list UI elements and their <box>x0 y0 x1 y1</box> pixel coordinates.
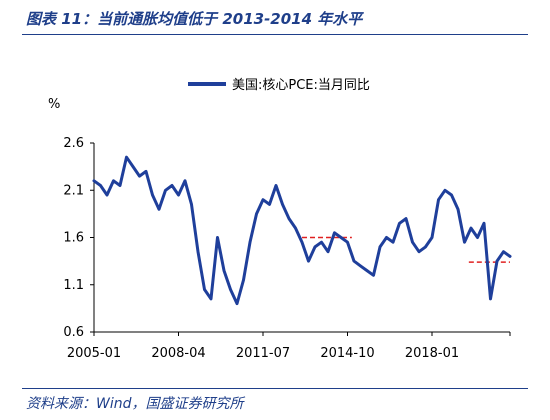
data-point <box>411 241 414 244</box>
data-point <box>242 278 245 282</box>
data-point <box>190 203 193 206</box>
data-point <box>229 288 232 291</box>
data-point <box>339 236 343 239</box>
data-point <box>138 174 141 178</box>
data-point <box>456 208 460 211</box>
data-point <box>398 222 401 225</box>
y-tick-label: 1.1 <box>63 278 84 293</box>
x-tick-label: 2011-07 <box>236 346 290 361</box>
x-tick-label: 2008-04 <box>151 346 205 361</box>
data-point <box>125 156 128 159</box>
data-point <box>352 259 356 263</box>
data-point <box>196 250 200 253</box>
data-point <box>489 297 492 301</box>
data-point <box>183 179 187 182</box>
data-point <box>443 189 447 192</box>
source-note: 资料来源：Wind，国盛证券研究所 <box>26 396 244 412</box>
tick-labels: 2.6 2.1 1.6 1.1 0.6 2005-01 2008-04 2011-07 2014… <box>63 136 459 361</box>
data-point <box>144 170 148 173</box>
data-point <box>372 274 375 277</box>
data-point <box>209 297 213 301</box>
data-point <box>333 231 336 234</box>
data-point <box>248 241 252 244</box>
data-point <box>430 236 434 239</box>
data-point <box>287 217 291 220</box>
data-point <box>261 198 265 201</box>
data-point <box>216 236 219 239</box>
data-point <box>157 208 161 211</box>
y-tick-label: 1.6 <box>63 231 84 246</box>
data-point <box>463 241 466 244</box>
data-point <box>151 193 154 197</box>
data-point <box>281 203 284 206</box>
data-point <box>482 222 486 225</box>
data-point <box>112 179 115 182</box>
data-point <box>118 184 122 187</box>
data-point <box>99 184 102 187</box>
data-point <box>365 269 369 272</box>
y-tick-label: 2.1 <box>63 183 84 198</box>
data-point <box>268 203 271 206</box>
data-point <box>404 217 408 220</box>
legend-label: 美国:核心PCE:当月同比 <box>232 78 370 93</box>
data-point <box>437 198 440 201</box>
x-tick-label: 2014-10 <box>320 346 374 361</box>
data-point <box>255 212 258 216</box>
y-tick-label: 2.6 <box>63 136 84 151</box>
data-point <box>105 193 109 197</box>
data-point <box>359 264 362 268</box>
data-point <box>502 250 505 253</box>
series-layer <box>92 155 512 306</box>
data-point <box>450 193 453 197</box>
data-point <box>424 245 427 249</box>
y-axis-unit-label: % <box>48 97 60 112</box>
data-point <box>417 250 421 253</box>
data-point <box>307 259 310 263</box>
data-point <box>177 193 180 197</box>
data-point <box>476 236 479 239</box>
data-point <box>320 241 323 244</box>
data-point <box>294 226 297 230</box>
data-point <box>170 184 174 187</box>
series-line <box>92 155 512 306</box>
data-point <box>495 259 499 263</box>
data-point <box>346 241 349 244</box>
figure-title: 图表 11：当前通胀均值低于 2013-2014 年水平 <box>26 10 363 28</box>
data-point <box>391 241 395 244</box>
data-point <box>92 179 96 182</box>
data-point <box>274 184 278 187</box>
data-point <box>385 236 388 239</box>
axes <box>90 142 511 336</box>
data-point <box>469 226 473 230</box>
data-point <box>235 302 239 305</box>
data-point <box>508 255 512 258</box>
data-point <box>203 288 206 291</box>
title-rule <box>22 34 528 35</box>
y-tick-label: 0.6 <box>63 325 84 340</box>
source-rule <box>22 388 528 389</box>
data-point <box>378 245 382 249</box>
data-point <box>164 189 167 192</box>
x-tick-label: 2018-01 <box>405 346 459 361</box>
data-point <box>326 250 330 253</box>
legend: 美国:核心PCE:当月同比 <box>188 78 370 93</box>
x-tick-label: 2005-01 <box>67 346 121 361</box>
data-point <box>313 245 317 249</box>
data-point <box>300 241 304 244</box>
data-point <box>222 269 226 272</box>
data-point <box>131 165 135 168</box>
